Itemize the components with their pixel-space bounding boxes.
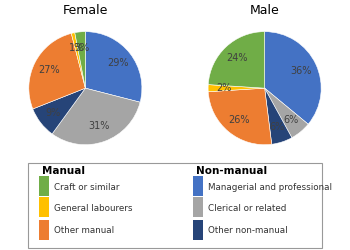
Wedge shape <box>85 32 142 102</box>
Text: 26%: 26% <box>228 114 250 124</box>
Bar <box>38 220 49 240</box>
Text: 6%: 6% <box>270 122 285 132</box>
Wedge shape <box>208 88 272 145</box>
Bar <box>193 220 203 240</box>
Text: 27%: 27% <box>38 65 60 75</box>
Wedge shape <box>265 32 321 124</box>
Text: Other non-manual: Other non-manual <box>208 226 288 235</box>
Wedge shape <box>208 32 265 88</box>
Wedge shape <box>265 88 292 144</box>
Wedge shape <box>265 88 308 138</box>
Bar <box>193 197 203 217</box>
Wedge shape <box>71 33 85 88</box>
Text: 2%: 2% <box>216 83 232 93</box>
Text: 29%: 29% <box>107 58 128 68</box>
Wedge shape <box>208 84 265 92</box>
Text: Manual: Manual <box>42 166 85 176</box>
Text: 36%: 36% <box>291 66 312 76</box>
Text: Craft or similar: Craft or similar <box>54 182 120 192</box>
Text: 31%: 31% <box>89 122 110 132</box>
Bar <box>38 176 49 196</box>
Text: 24%: 24% <box>226 54 247 64</box>
Wedge shape <box>29 34 85 109</box>
Text: General labourers: General labourers <box>54 204 133 212</box>
Text: 3%: 3% <box>74 43 89 53</box>
Text: Clerical or related: Clerical or related <box>208 204 287 212</box>
FancyBboxPatch shape <box>28 164 322 248</box>
Wedge shape <box>52 88 140 145</box>
Text: Non-manual: Non-manual <box>196 166 267 176</box>
Title: Female: Female <box>63 4 108 18</box>
Bar <box>193 176 203 196</box>
Text: Managerial and professional: Managerial and professional <box>208 182 332 192</box>
Bar <box>38 197 49 217</box>
Text: 1%: 1% <box>69 44 84 54</box>
Text: Other manual: Other manual <box>54 226 114 235</box>
Title: Male: Male <box>250 4 280 18</box>
Wedge shape <box>75 32 85 88</box>
Text: 6%: 6% <box>283 114 298 124</box>
Wedge shape <box>33 88 85 134</box>
Text: 9%: 9% <box>46 108 61 118</box>
